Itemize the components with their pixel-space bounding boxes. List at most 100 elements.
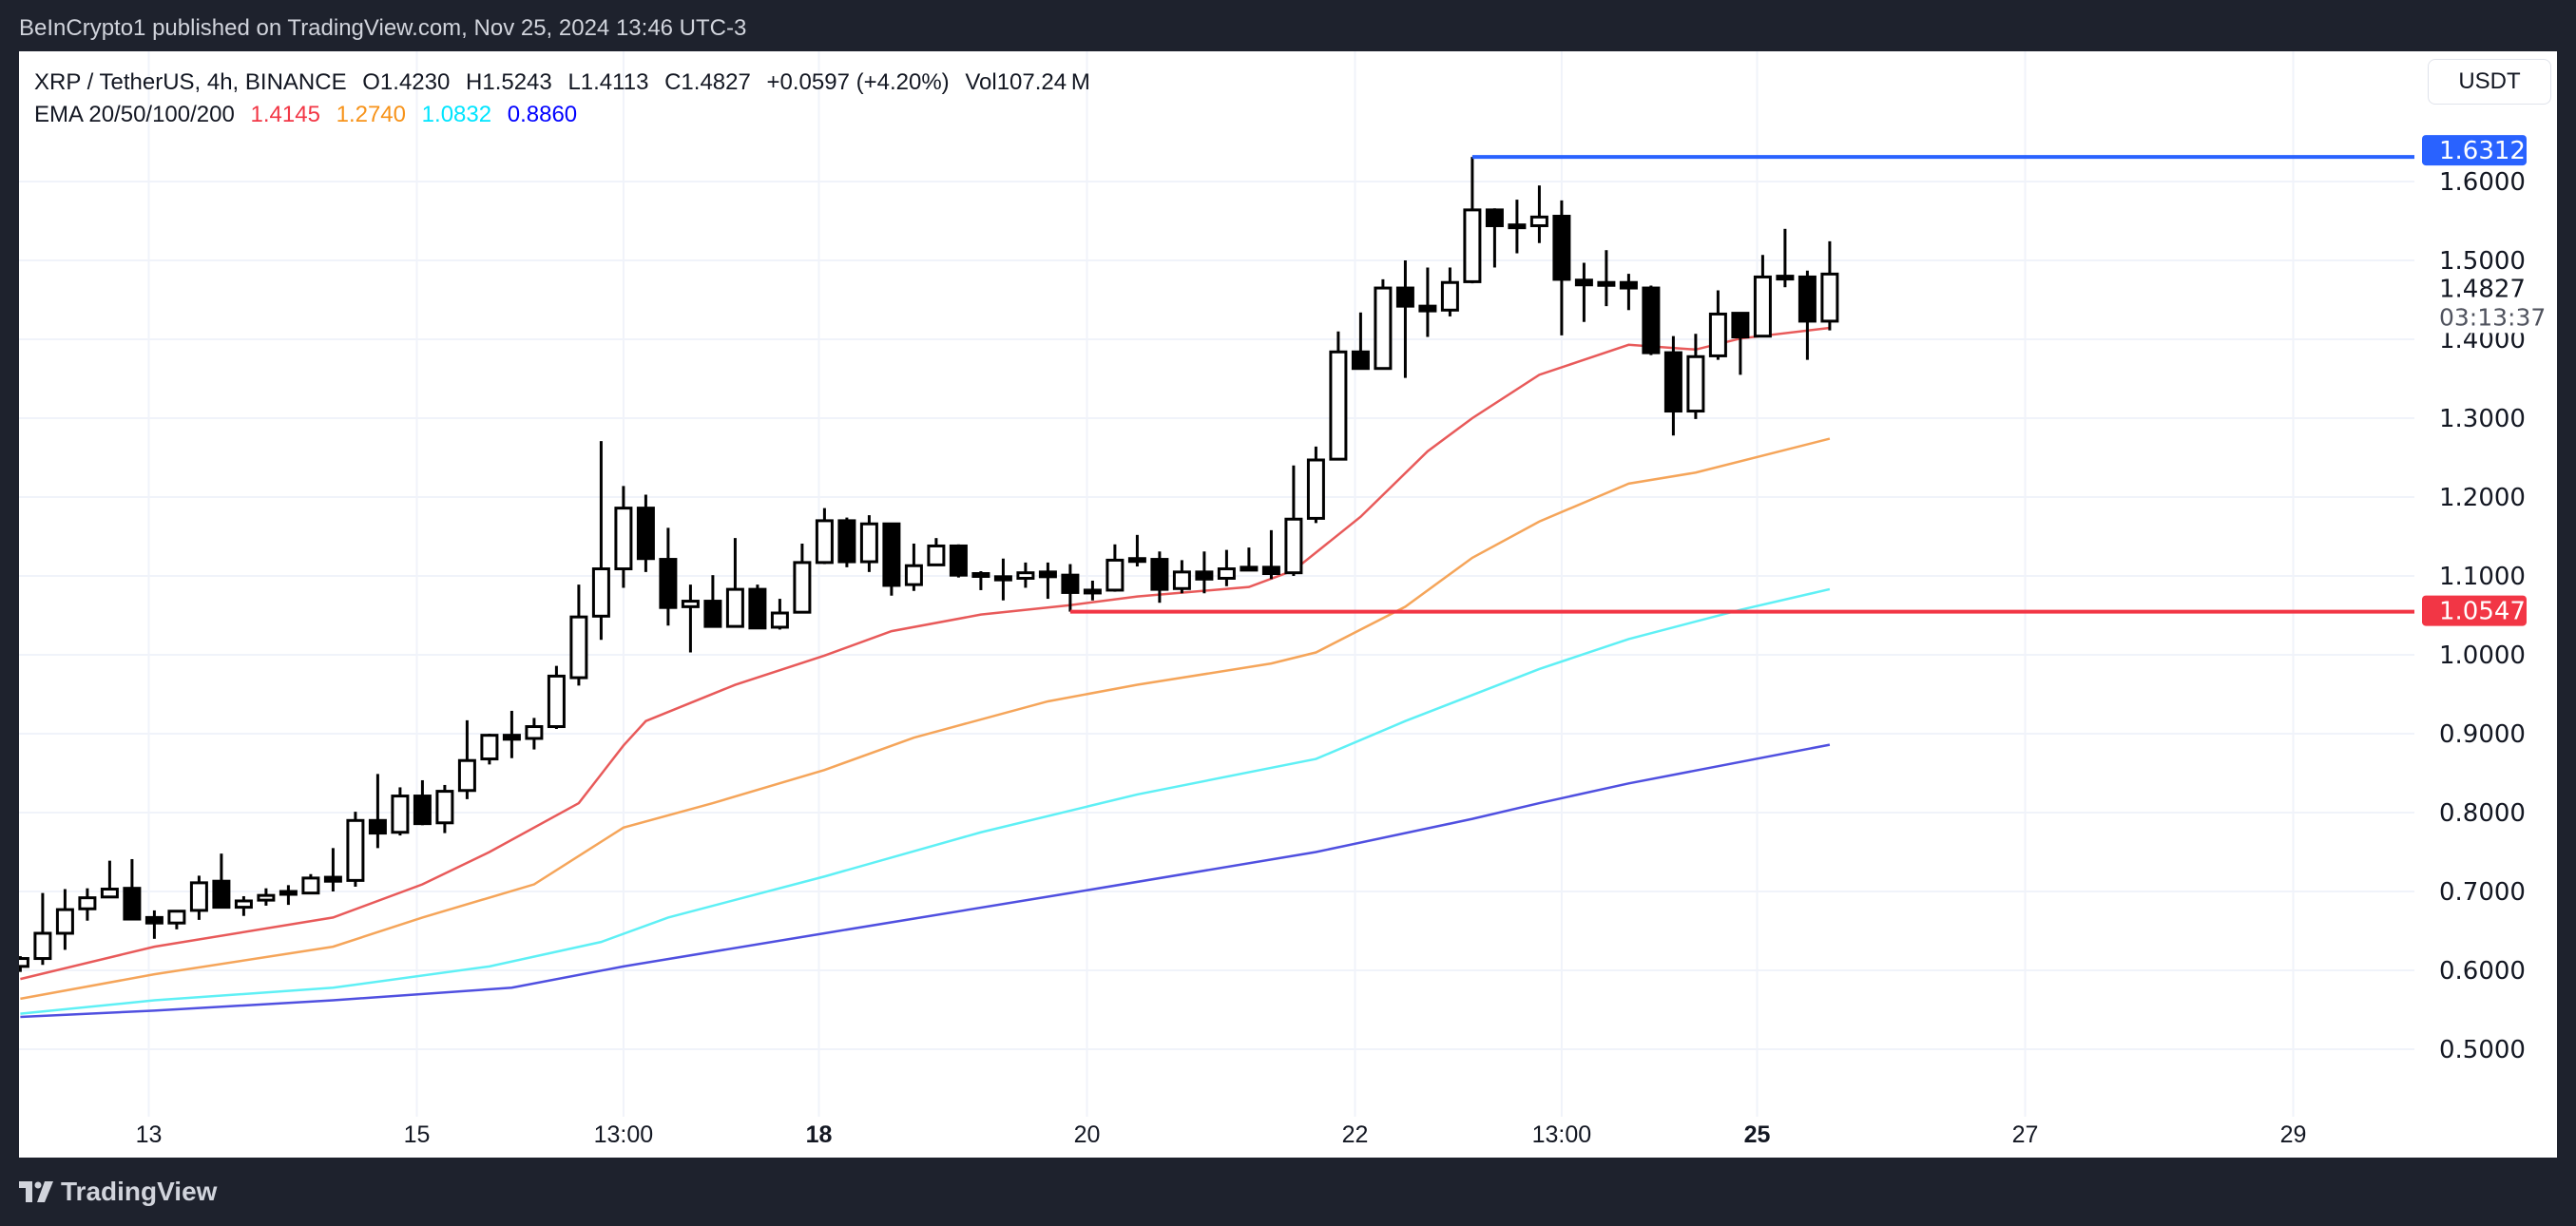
candle[interactable] (1731, 312, 1750, 375)
candle[interactable] (1440, 267, 1459, 316)
candle[interactable] (301, 873, 320, 895)
candle[interactable] (949, 544, 968, 578)
candle[interactable] (480, 734, 499, 765)
candle[interactable] (815, 508, 834, 565)
candle-body (793, 561, 812, 614)
candle[interactable] (413, 779, 432, 826)
candle[interactable] (1038, 562, 1057, 600)
candle[interactable] (1217, 549, 1236, 586)
chart-pane[interactable]: 1.6312 1.0547 1.6000 1.5000 1.4000 1.3000 1.2… (19, 51, 2557, 1158)
candle[interactable] (435, 784, 454, 833)
candle[interactable] (993, 558, 1012, 601)
tradingview-logo[interactable]: TradingView (19, 1177, 217, 1207)
candle[interactable] (391, 787, 410, 836)
symbol-title[interactable]: XRP / TetherUS, 4h, BINANCE (34, 69, 347, 95)
candle[interactable] (971, 571, 990, 590)
candle[interactable] (1574, 262, 1593, 322)
candle[interactable] (681, 584, 700, 653)
candle[interactable] (725, 538, 744, 628)
candle[interactable] (569, 584, 588, 686)
candle-body (591, 567, 610, 618)
candle[interactable] (1642, 285, 1661, 355)
candle[interactable] (837, 517, 856, 567)
candle[interactable] (1508, 200, 1527, 254)
candle[interactable] (1485, 208, 1504, 268)
candle[interactable] (659, 527, 678, 626)
candle[interactable] (234, 895, 253, 916)
candle[interactable] (167, 910, 186, 929)
currency-button[interactable]: USDT (2428, 59, 2551, 105)
candle[interactable] (212, 853, 231, 910)
candle[interactable] (144, 910, 163, 939)
candle[interactable] (1195, 551, 1214, 594)
candle[interactable] (1820, 240, 1839, 331)
candle-body (1217, 567, 1236, 580)
candle[interactable] (19, 956, 29, 972)
candle[interactable] (1083, 580, 1102, 601)
candle[interactable] (547, 665, 566, 730)
ema-legend: EMA 20/50/100/200 1.4145 1.2740 1.0832 0… (34, 99, 1100, 131)
candle[interactable] (614, 486, 633, 588)
candle-body (78, 896, 97, 910)
candle[interactable] (1619, 274, 1638, 311)
candle[interactable] (1708, 290, 1727, 360)
candle[interactable] (703, 575, 722, 628)
candle-body (1172, 570, 1191, 590)
candle-body (1351, 350, 1370, 371)
candle[interactable] (1552, 200, 1571, 335)
candle[interactable] (33, 892, 52, 966)
candle[interactable] (502, 710, 521, 758)
candle[interactable] (859, 515, 878, 572)
candle[interactable] (927, 538, 946, 566)
candle[interactable] (257, 888, 276, 906)
candle[interactable] (1127, 534, 1146, 567)
candle[interactable] (770, 599, 789, 630)
candle[interactable] (55, 889, 74, 950)
candle[interactable] (1529, 185, 1548, 243)
candle[interactable] (793, 543, 812, 614)
candle[interactable] (882, 522, 901, 596)
candle[interactable] (457, 719, 476, 799)
candle[interactable] (1016, 562, 1035, 588)
ema100-value: 1.0832 (421, 102, 492, 127)
candle[interactable] (1463, 157, 1482, 284)
candle[interactable] (1797, 270, 1817, 360)
candle[interactable] (1776, 228, 1795, 288)
candle[interactable] (904, 543, 923, 591)
candle-body (301, 876, 320, 895)
candle[interactable] (1240, 547, 1259, 572)
candle[interactable] (279, 885, 298, 906)
candle[interactable] (189, 875, 208, 920)
candle[interactable] (1150, 551, 1169, 603)
candle[interactable] (636, 494, 655, 572)
candle[interactable] (1284, 465, 1303, 576)
candle[interactable] (1597, 250, 1616, 307)
candle[interactable] (368, 774, 387, 849)
candle[interactable] (1105, 544, 1125, 592)
candle[interactable] (1261, 529, 1280, 580)
candle[interactable] (1663, 335, 1682, 436)
candle[interactable] (1329, 331, 1348, 461)
candle[interactable] (323, 848, 342, 891)
candle[interactable] (1351, 312, 1370, 371)
candle[interactable] (1172, 560, 1191, 594)
candle[interactable] (123, 858, 142, 921)
candle[interactable] (591, 441, 610, 641)
candle[interactable] (1374, 278, 1393, 371)
candle[interactable] (748, 584, 767, 630)
candle-body (703, 600, 722, 628)
ema-label[interactable]: EMA 20/50/100/200 (34, 102, 235, 127)
y-tick-label: 1.2000 (2439, 484, 2526, 512)
candle[interactable] (1418, 267, 1437, 337)
candle[interactable] (346, 812, 365, 888)
candle[interactable] (100, 860, 119, 899)
candle[interactable] (1061, 564, 1080, 612)
candle[interactable] (525, 718, 544, 750)
candle[interactable] (1306, 446, 1325, 524)
candle[interactable] (1753, 255, 1772, 338)
candle[interactable] (1395, 260, 1414, 378)
candle[interactable] (78, 888, 97, 921)
candle[interactable] (1686, 334, 1705, 419)
close-value: C1.4827 (664, 69, 751, 95)
